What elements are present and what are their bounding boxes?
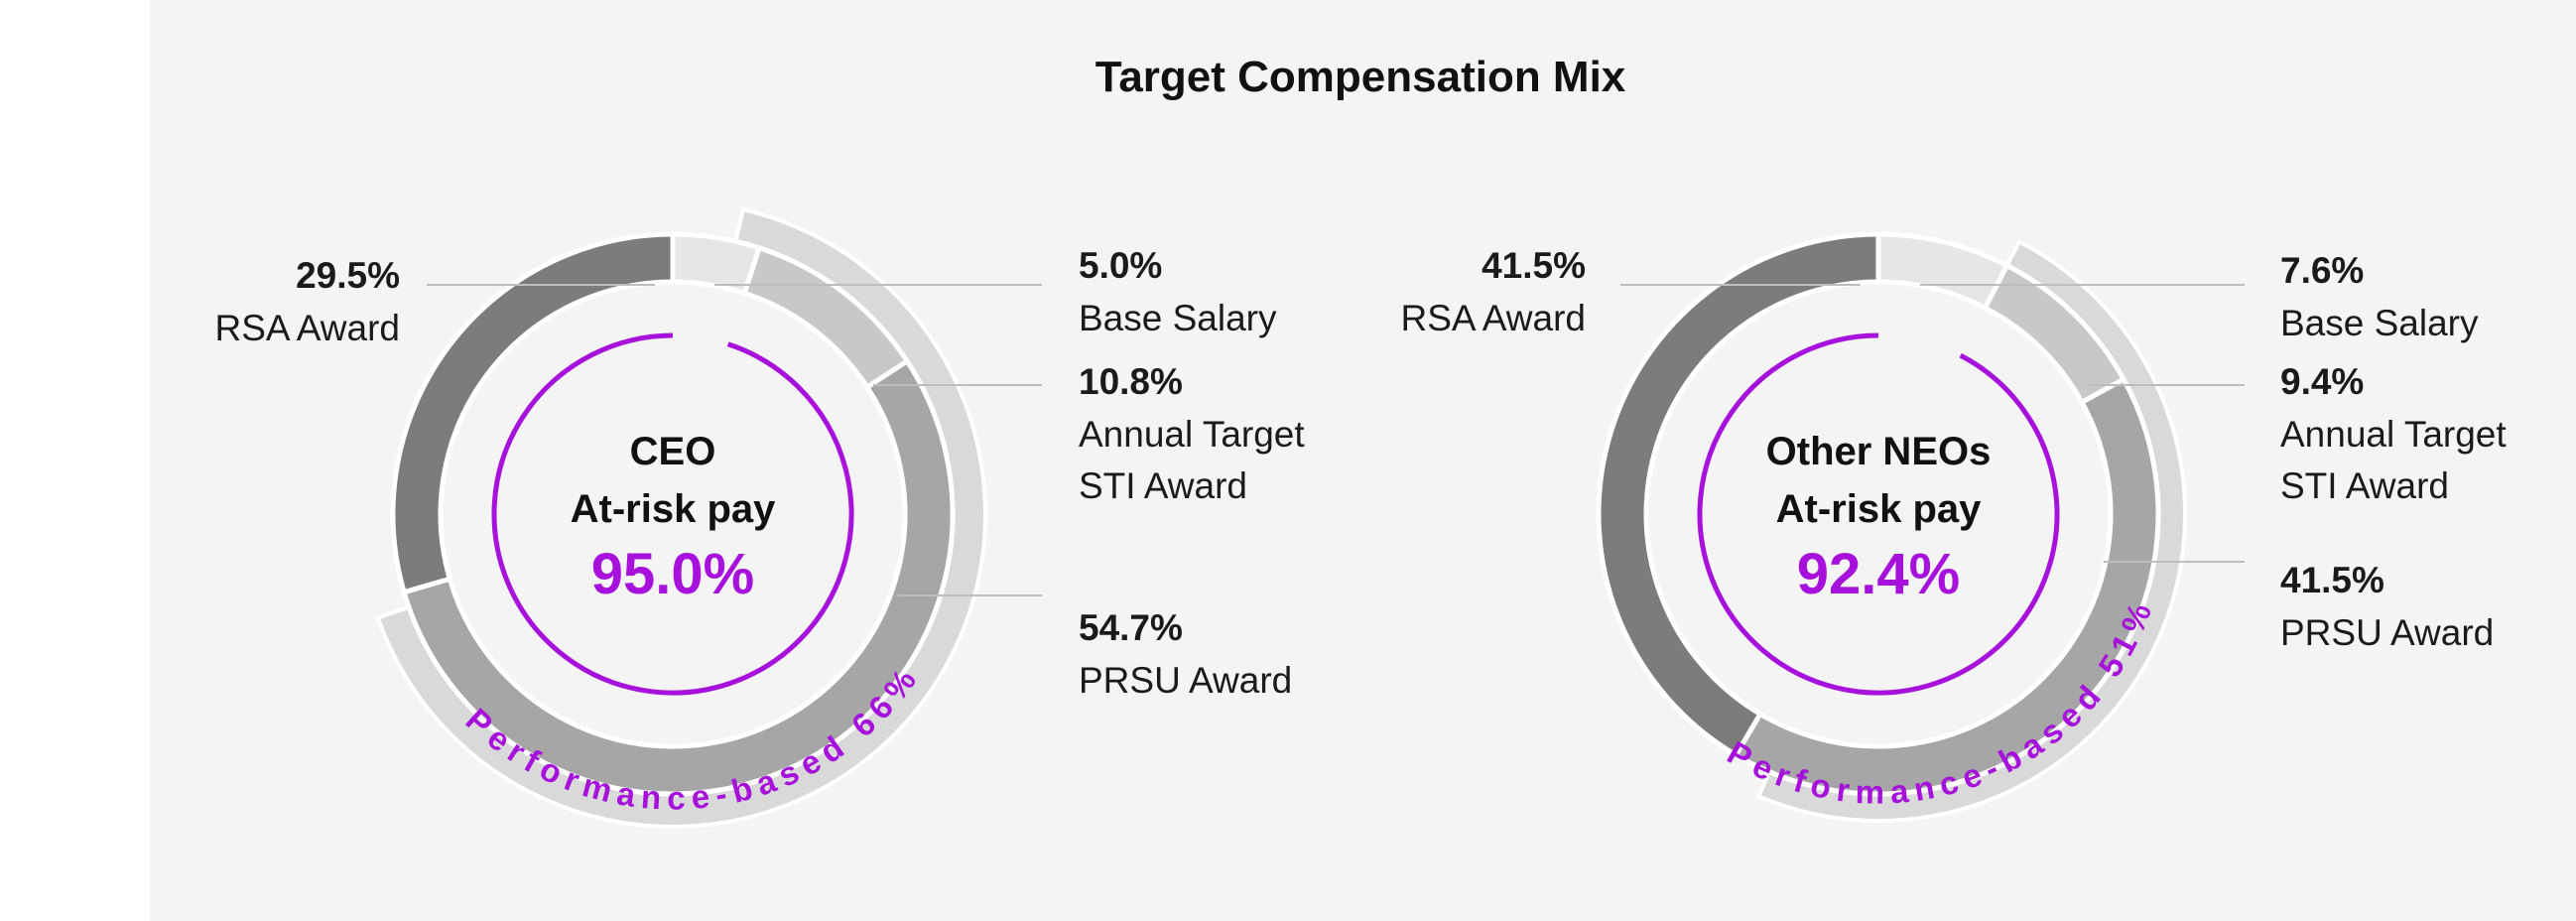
center-title: CEO (630, 430, 716, 473)
value-label-base: 5.0% (1079, 245, 1162, 286)
category-label-sti: STI Award (2280, 465, 2449, 506)
at-risk-value: 92.4% (1797, 542, 1960, 606)
category-label-prsu: PRSU Award (2280, 612, 2494, 653)
category-label-prsu: PRSU Award (1079, 660, 1292, 701)
category-label-base: Base Salary (1079, 298, 1277, 338)
value-label-base: 7.6% (2280, 250, 2364, 291)
value-label-rsa: 41.5% (1481, 245, 1586, 286)
value-label-rsa: 29.5% (296, 255, 400, 296)
at-risk-arc (1697, 332, 2060, 696)
category-label-sti: Annual Target (1079, 414, 1305, 455)
segment-rsa (390, 231, 676, 595)
category-label-base: Base Salary (2280, 303, 2479, 343)
value-label-prsu: 41.5% (2280, 560, 2384, 600)
segment-base (1875, 231, 2010, 312)
center-title: Other NEOs (1766, 430, 1992, 473)
value-label-sti: 9.4% (2280, 361, 2364, 402)
chart-title: Target Compensation Mix (1095, 53, 1626, 101)
category-label-rsa: RSA Award (215, 308, 400, 348)
segment-prsu (1733, 375, 2161, 797)
category-label-rsa: RSA Award (1401, 298, 1586, 338)
value-label-prsu: 54.7% (1079, 607, 1183, 648)
segment-rsa (1596, 231, 1881, 759)
at-risk-value: 95.0% (591, 542, 754, 606)
value-label-sti: 10.8% (1079, 361, 1183, 402)
category-label-sti: Annual Target (2280, 414, 2507, 455)
center-subtitle: At-risk pay (571, 487, 776, 531)
center-subtitle: At-risk pay (1776, 487, 1982, 531)
segment-prsu (401, 357, 956, 797)
at-risk-arc (491, 332, 854, 696)
category-label-sti: STI Award (1079, 465, 1247, 506)
